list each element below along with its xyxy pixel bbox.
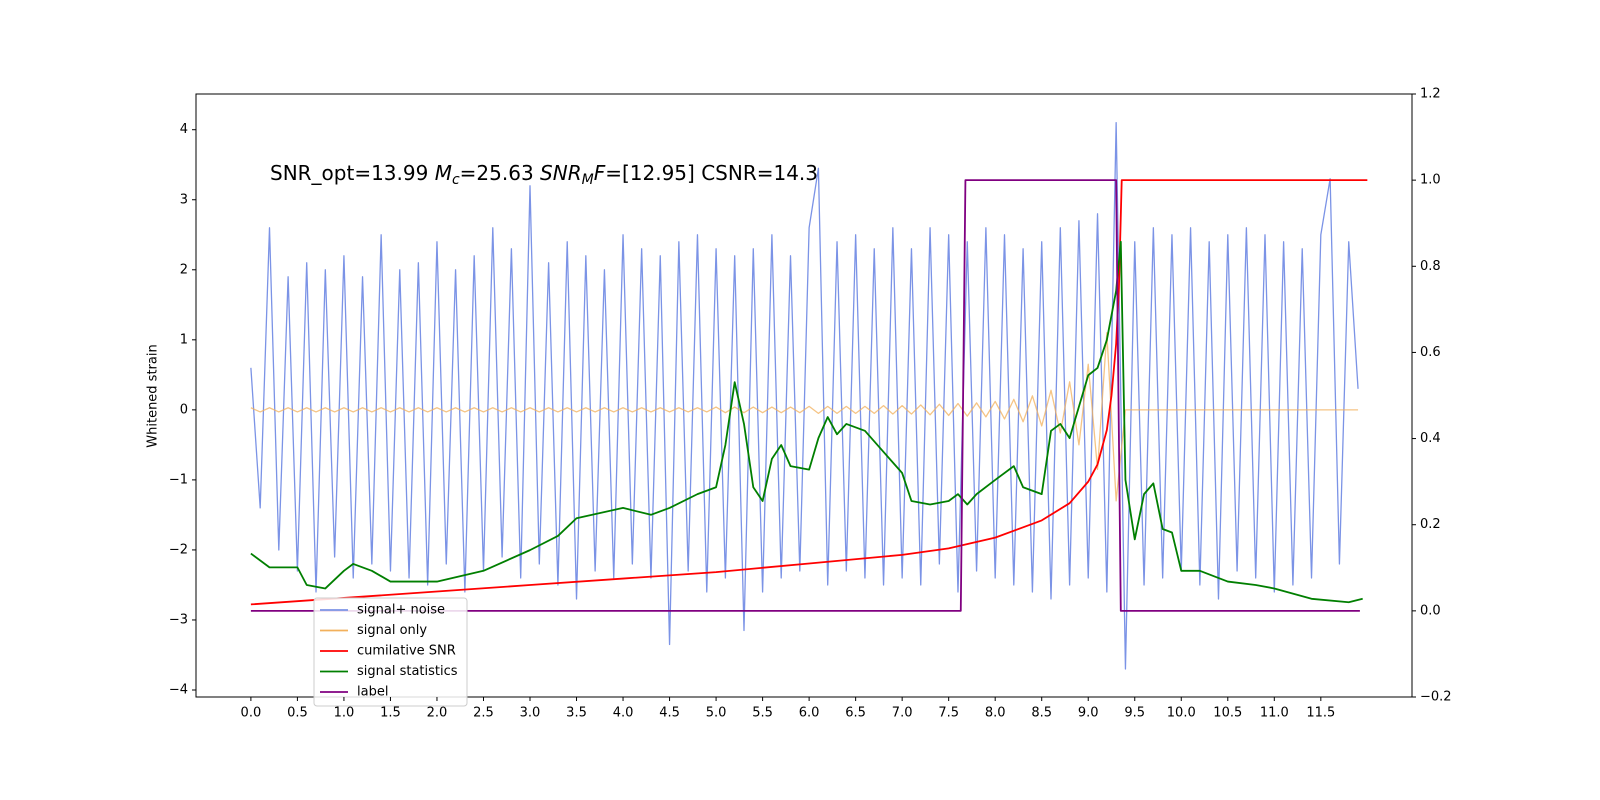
- x-tick-label: 1.0: [334, 706, 355, 721]
- annotation-part: =25.63: [460, 161, 540, 185]
- y-tick-label: 3: [180, 192, 188, 207]
- x-tick-label: 10.0: [1167, 706, 1196, 721]
- x-tick-label: 3.0: [520, 706, 541, 721]
- annotation-part: SNR: [540, 161, 582, 185]
- annotation-part: =[12.95] CSNR=14.3: [605, 161, 818, 185]
- y2-tick-label: 0.6: [1420, 345, 1441, 360]
- y-tick-label: 1: [180, 332, 188, 347]
- y-axis-label: Whitened strain: [146, 344, 161, 447]
- annotation: SNR_opt=13.99 Mc=25.63 SNRMF=[12.95] CSN…: [270, 161, 818, 188]
- y2-tick-label: 1.2: [1420, 87, 1441, 102]
- annotation-part: c: [452, 172, 460, 188]
- annotation-part: SNR_opt=13.99: [270, 161, 435, 185]
- annotation-part: F: [594, 161, 606, 185]
- legend-label: cumilative SNR: [357, 644, 456, 659]
- x-tick-label: 5.0: [706, 706, 727, 721]
- y-tick-label: −1: [169, 472, 188, 487]
- legend-label: signal statistics: [357, 664, 458, 679]
- series-line: [250, 179, 1368, 606]
- x-tick-label: 4.0: [613, 706, 634, 721]
- legend-label: signal only: [357, 623, 427, 638]
- x-tick-label: 2.5: [473, 706, 494, 721]
- y2-tick-label: 0.2: [1420, 517, 1441, 532]
- x-tick-label: 5.5: [752, 706, 773, 721]
- y-tick-label: −2: [169, 542, 188, 557]
- series-line: [250, 122, 1359, 670]
- annotation-part: M: [582, 172, 594, 188]
- x-tick-label: 2.0: [427, 706, 448, 721]
- x-tick-label: 11.0: [1260, 706, 1289, 721]
- legend-label: signal+ noise: [357, 603, 445, 618]
- axes-frame: [195, 93, 1413, 698]
- series-line: [250, 332, 1359, 502]
- x-tick-label: 3.5: [566, 706, 587, 721]
- x-tick-label: 0.0: [241, 706, 262, 721]
- series-line: [250, 240, 1363, 604]
- x-tick-label: 7.0: [892, 706, 913, 721]
- x-tick-label: 4.5: [659, 706, 680, 721]
- x-tick-label: 9.5: [1124, 706, 1145, 721]
- x-tick-label: 9.0: [1078, 706, 1099, 721]
- x-tick-label: 8.0: [985, 706, 1006, 721]
- y2-tick-label: 0.8: [1420, 259, 1441, 274]
- x-tick-label: 0.5: [287, 706, 308, 721]
- y-tick-label: −3: [169, 612, 188, 627]
- x-tick-label: 7.5: [938, 706, 959, 721]
- annotation-part: M: [435, 161, 452, 185]
- series-line: [250, 179, 1360, 612]
- legend-box: [313, 597, 468, 707]
- y2-tick-label: −0.2: [1420, 690, 1452, 705]
- plot-area: [250, 122, 1368, 670]
- y-tick-label: 0: [180, 402, 188, 417]
- x-tick-label: 8.5: [1031, 706, 1052, 721]
- y-tick-label: 4: [180, 122, 188, 137]
- x-tick-label: 1.5: [380, 706, 401, 721]
- legend: signal+ noise signal only cumilative SNR si…: [313, 597, 468, 707]
- x-tick-label: 10.5: [1213, 706, 1242, 721]
- y2-tick-label: 1.0: [1420, 173, 1441, 188]
- y2-tick-label: 0.4: [1420, 431, 1441, 446]
- x-tick-label: 11.5: [1306, 706, 1335, 721]
- x-tick-label: 6.0: [799, 706, 820, 721]
- y-tick-label: 2: [180, 262, 188, 277]
- x-tick-label: 6.5: [845, 706, 866, 721]
- y-tick-label: −4: [169, 682, 188, 697]
- y2-tick-label: 0.0: [1420, 603, 1441, 618]
- legend-label: label: [357, 685, 388, 700]
